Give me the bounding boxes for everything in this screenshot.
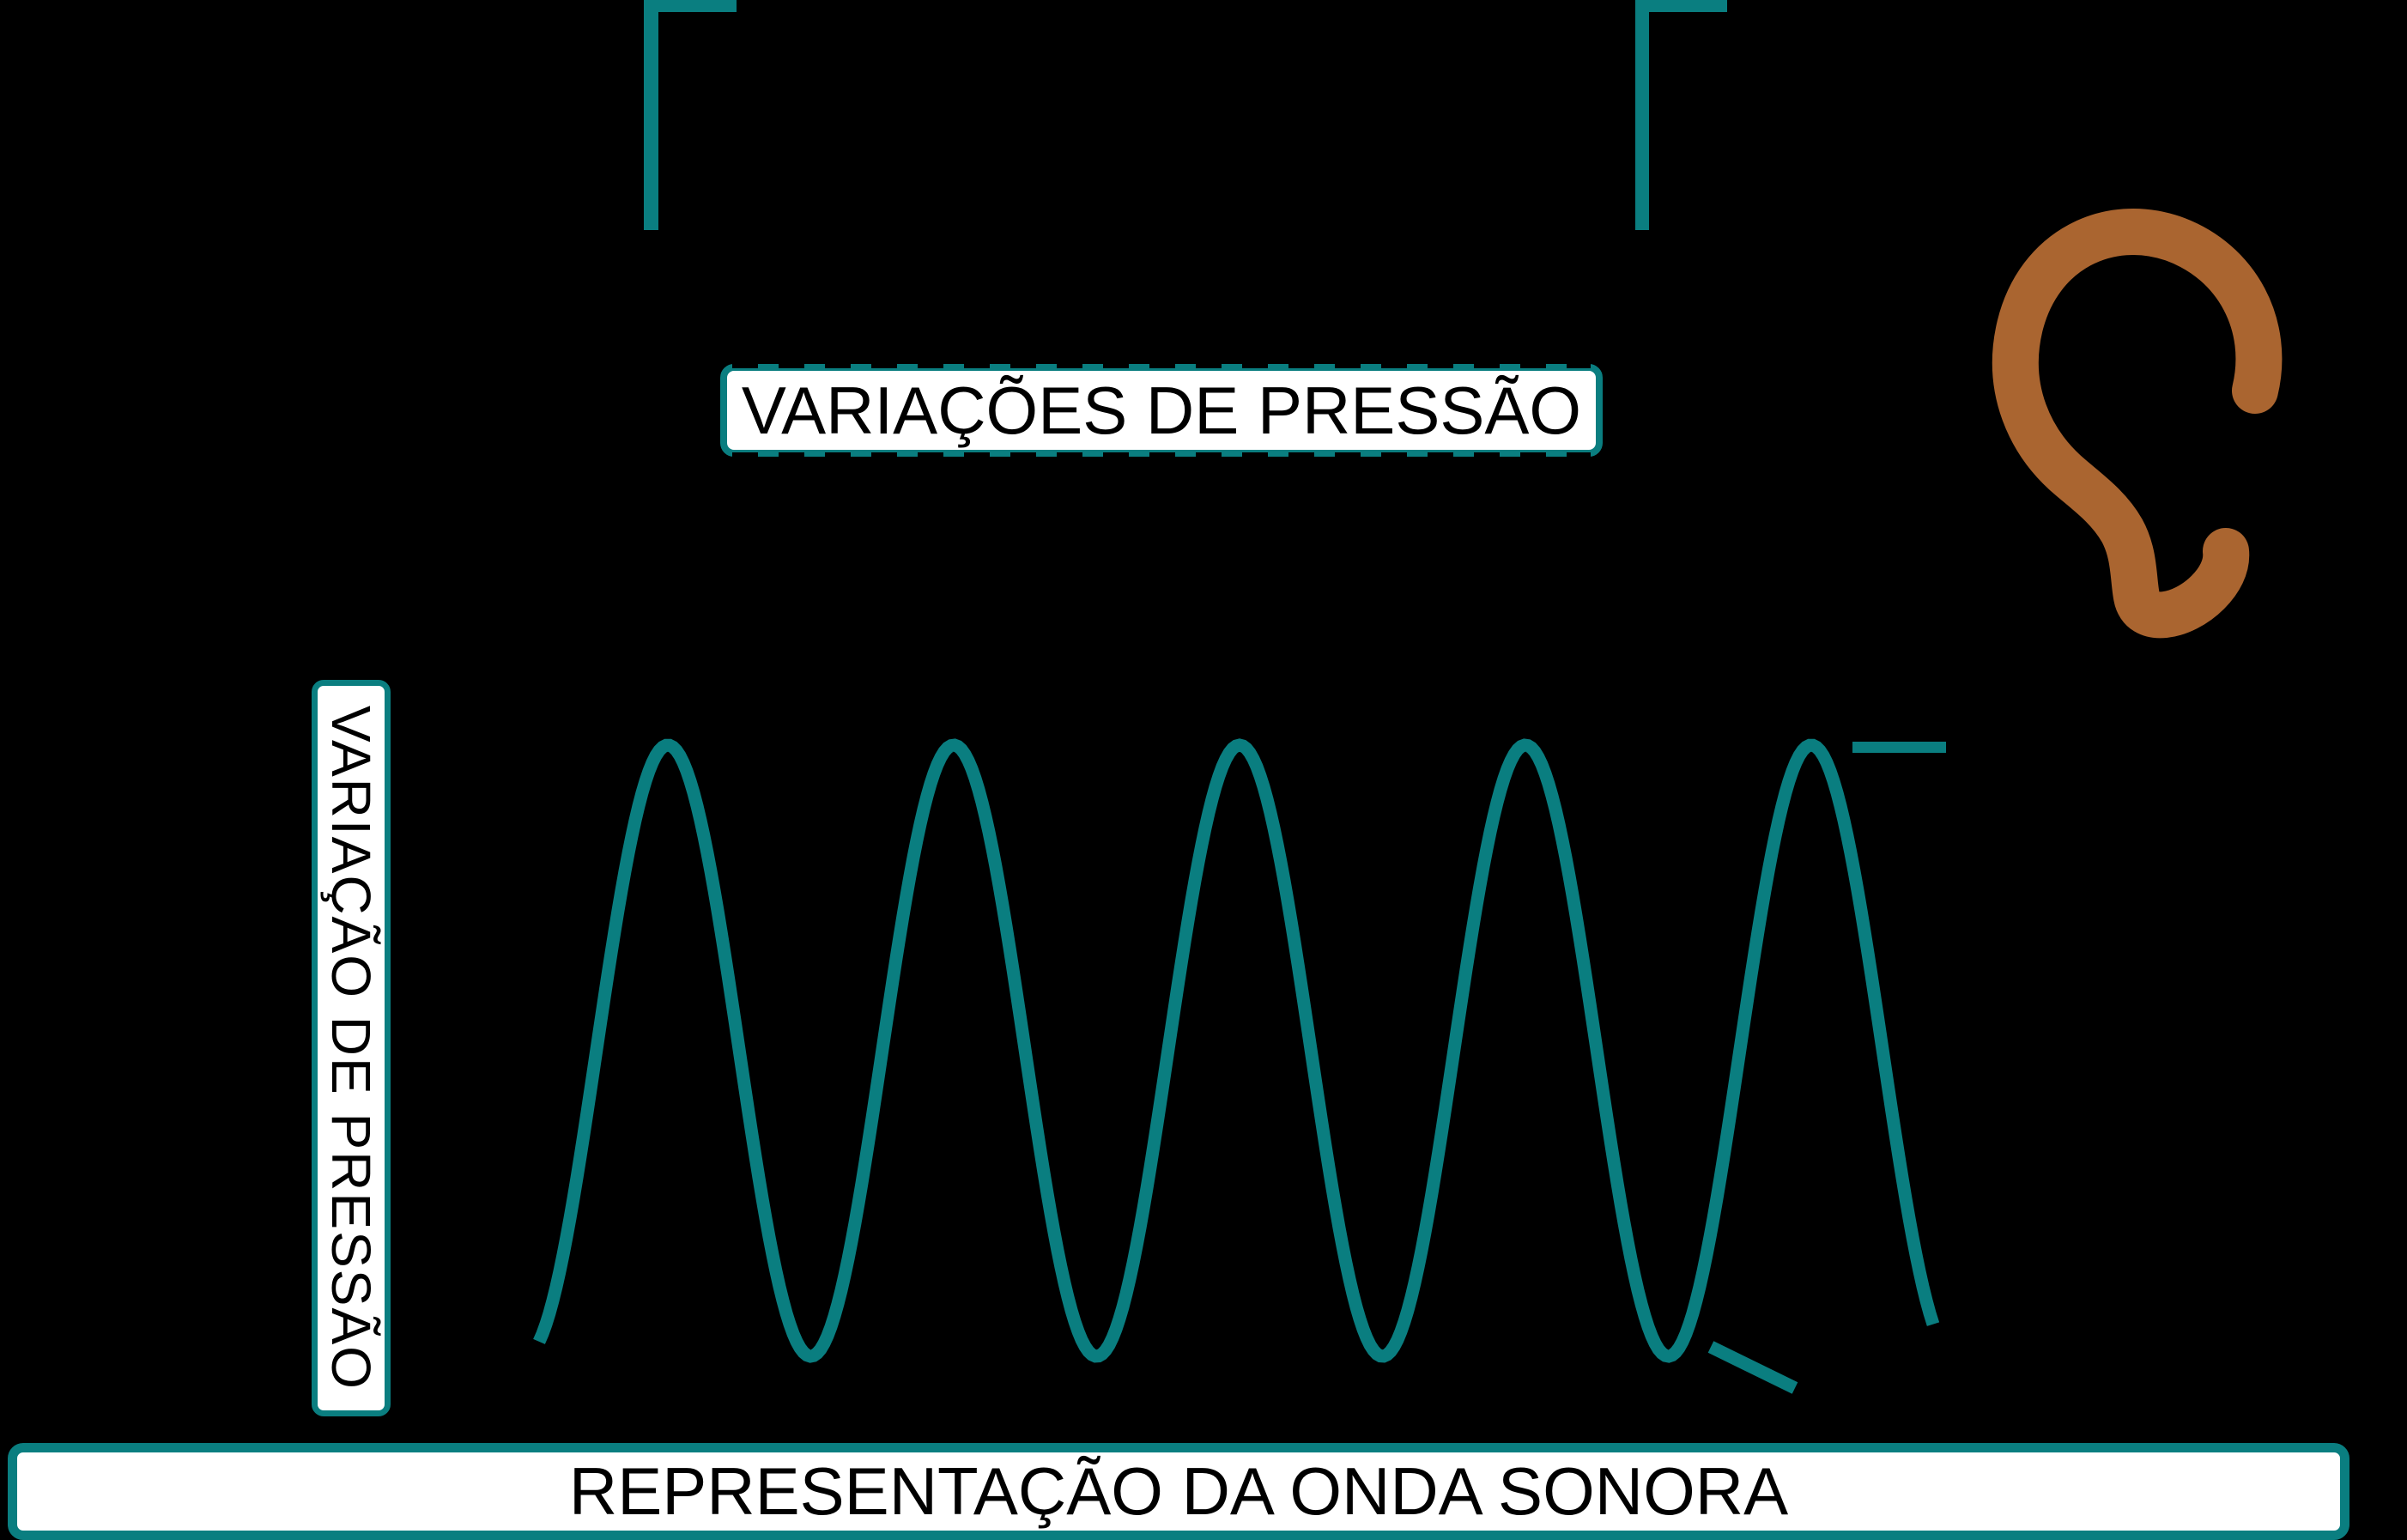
sound-wave-curve xyxy=(533,738,1940,1363)
wave-peak-dash xyxy=(1852,742,1946,753)
pressure-variation-axis-label: VARIAÇÃO DE PRESSÃO xyxy=(320,706,382,1391)
wave-trough-dash xyxy=(1707,1341,1798,1394)
pressure-variations-label: VARIAÇÕES DE PRESSÃO xyxy=(741,372,1582,448)
sound-wave-caption-box: REPRESENTAÇÃO DA ONDA SONORA xyxy=(8,1443,2349,1540)
pressure-variations-label-box: VARIAÇÕES DE PRESSÃO xyxy=(720,362,1603,458)
ear-icon xyxy=(1992,209,2283,639)
bracket-left-icon xyxy=(644,0,737,230)
sound-wave-caption-label: REPRESENTAÇÃO DA ONDA SONORA xyxy=(568,1453,1789,1529)
pressure-variation-axis-box: VARIAÇÃO DE PRESSÃO xyxy=(312,680,391,1416)
bracket-right-icon xyxy=(1635,0,1727,230)
dashed-line-artifact-top xyxy=(732,362,1591,368)
